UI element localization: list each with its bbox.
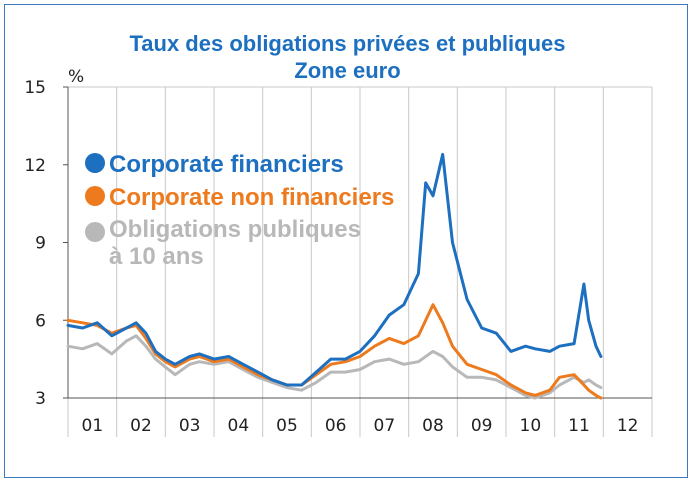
y-tick-label: 9: [35, 234, 46, 254]
chart-subtitle: Zone euro: [294, 58, 401, 83]
x-tick-label: 08: [422, 416, 444, 436]
legend-marker-publiques: [85, 222, 105, 242]
x-tick-label: 01: [82, 416, 104, 436]
x-tick-label: 12: [617, 416, 639, 436]
legend: Corporate financiers Corporate non finan…: [85, 151, 394, 270]
y-tick-label: 6: [35, 311, 46, 331]
chart-title: Taux des obligations privées et publique…: [129, 31, 566, 56]
y-tick-label: 15: [24, 78, 46, 98]
legend-label-publiques-line1: Obligations publiques: [109, 216, 361, 243]
y-axis-unit-label: %: [68, 67, 84, 87]
legend-label-publiques-line2: à 10 ans: [109, 243, 204, 270]
x-tick-label: 04: [228, 416, 250, 436]
x-tick-label: 06: [325, 416, 347, 436]
series-line-corporate-non-financiers: [66, 303, 603, 400]
legend-label-non-financiers: Corporate non financiers: [109, 184, 394, 211]
chart-frame: [4, 4, 688, 478]
axes: 3 6 9 12 15 01 02 03 04 05 06 07 08 09 10 11 12: [24, 78, 652, 436]
x-tick-label: 11: [568, 416, 590, 436]
x-tick-label: 03: [179, 416, 201, 436]
x-tick-label: 09: [471, 416, 493, 436]
series-line-obligations-publiques-a-10-ans: [66, 334, 603, 400]
x-tick-label: 02: [130, 416, 152, 436]
y-tick-label: 3: [35, 389, 46, 409]
x-tick-label: 10: [520, 416, 542, 436]
series-line-corporate-financiers: [66, 152, 603, 387]
series-lines: [66, 152, 603, 400]
x-tick-label: 07: [374, 416, 396, 436]
y-tick-label: 12: [24, 156, 46, 176]
legend-label-financiers: Corporate financiers: [109, 151, 344, 178]
x-tick-label: 05: [276, 416, 298, 436]
legend-marker-financiers: [85, 153, 105, 173]
legend-marker-non-financiers: [85, 186, 105, 206]
